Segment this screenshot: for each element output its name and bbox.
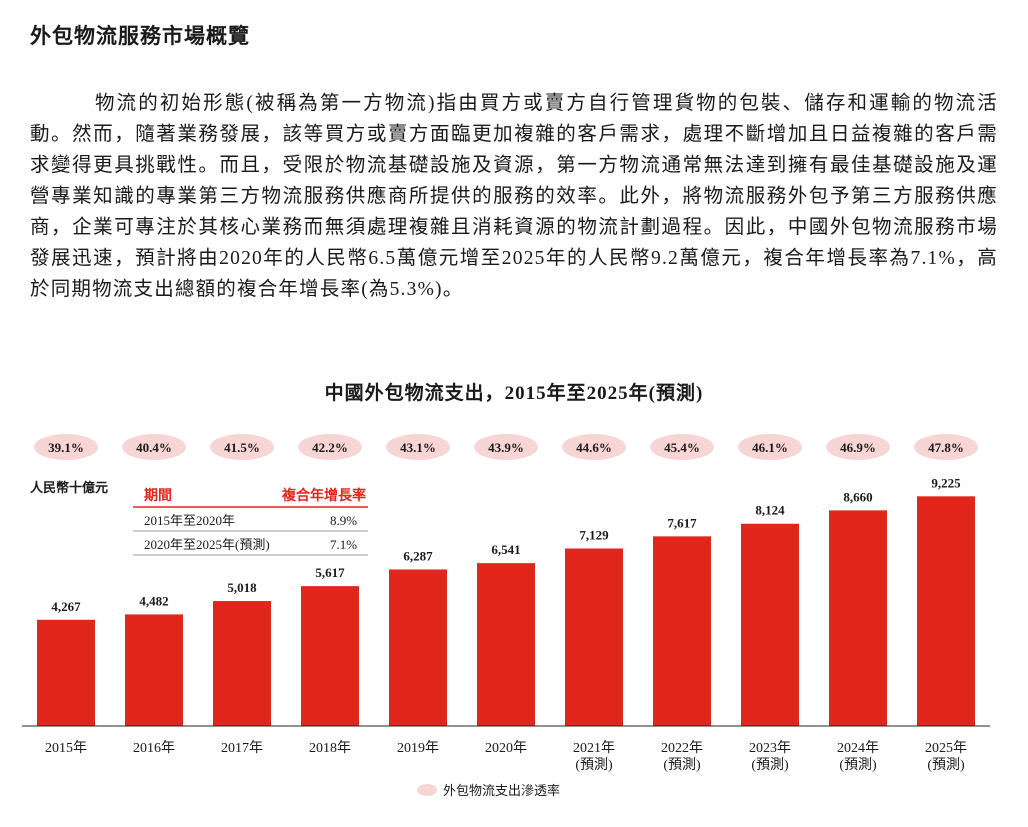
penetration-pill: [650, 434, 714, 460]
value-label: 7,617: [667, 515, 697, 530]
body-paragraph: 物流的初始形態(被稱為第一方物流)指由買方或賣方自行管理貨物的包裝、儲存和運輸的…: [30, 93, 998, 300]
category-label: (預測): [751, 757, 789, 773]
cagr-header-period: 期間: [144, 487, 172, 503]
value-label: 4,267: [51, 599, 81, 614]
value-label: 4,482: [139, 593, 168, 608]
penetration-pill: [826, 434, 890, 460]
bar: [389, 569, 447, 726]
section-heading: 外包物流服務市場概覽: [30, 24, 250, 48]
value-label: 7,129: [579, 528, 609, 543]
bar: [741, 523, 799, 726]
category-label: 2023年: [749, 740, 791, 756]
penetration-pill: [738, 434, 802, 460]
cagr-row1-rate: 8.9%: [330, 513, 357, 528]
category-label: (預測): [575, 757, 613, 773]
bar: [301, 586, 359, 726]
category-labels: 2015年 2016年 2017年 2018年 2019年 2020年 2021年(預測)2…: [45, 740, 967, 773]
value-label: 8,124: [755, 503, 785, 518]
category-label: (預測): [839, 757, 877, 773]
penetration-pill: [122, 434, 186, 460]
penetration-label: 47.8%: [928, 440, 964, 455]
value-label: 5,018: [227, 580, 257, 595]
category-label: 2021年: [573, 740, 615, 756]
outsourced-logistics-bar-chart: 39.1% 40.4% 41.5% 42.2% 43.1% 43.9% 44.6% 45.4%…: [22, 434, 990, 798]
category-label: 2015年: [45, 740, 87, 756]
penetration-pill: [914, 434, 978, 460]
bar-series: [37, 496, 975, 726]
bar: [917, 496, 975, 726]
cagr-row1-period: 2015年至2020年: [144, 513, 235, 528]
value-label: 6,541: [491, 542, 520, 557]
penetration-pill: [474, 434, 538, 460]
legend-swatch: [417, 784, 437, 796]
penetration-pill: [562, 434, 626, 460]
penetration-label: 45.4%: [664, 440, 700, 455]
category-label: 2024年: [837, 740, 879, 756]
bar: [477, 563, 535, 726]
category-label: (預測): [927, 757, 965, 773]
legend-label: 外包物流支出滲透率: [443, 783, 560, 798]
cagr-row2-rate: 7.1%: [330, 537, 357, 552]
bar: [565, 548, 623, 726]
penetration-label: 40.4%: [136, 440, 172, 455]
category-label: 2016年: [133, 740, 175, 756]
value-label: 5,617: [315, 565, 345, 580]
value-labels: 4,267 4,482 5,018 5,617 6,287 6,541 7,129 7,617…: [51, 475, 961, 613]
value-label: 8,660: [843, 489, 872, 504]
value-label: 9,225: [931, 475, 961, 490]
category-label: 2022年: [661, 740, 703, 756]
category-label: 2019年: [397, 740, 439, 756]
y-unit-label: 人民幣十億元: [30, 480, 108, 495]
penetration-label: 43.1%: [400, 440, 436, 455]
bar: [829, 510, 887, 726]
penetration-label: 42.2%: [312, 440, 348, 455]
category-label: 2025年: [925, 740, 967, 756]
category-label: 2020年: [485, 740, 527, 756]
penetration-label: 43.9%: [488, 440, 524, 455]
penetration-pill: [298, 434, 362, 460]
penetration-label: 46.9%: [840, 440, 876, 455]
penetration-pill: [34, 434, 98, 460]
chart-title: 中國外包物流支出，2015年至2025年(預測): [324, 383, 704, 404]
penetration-label: 41.5%: [224, 440, 260, 455]
penetration-pill: [386, 434, 450, 460]
bar: [125, 614, 183, 726]
penetration-rate-row: 39.1% 40.4% 41.5% 42.2% 43.1% 43.9% 44.6% 45.4%…: [34, 434, 978, 460]
penetration-pill: [210, 434, 274, 460]
cagr-row2-period: 2020年至2025年(預測): [144, 537, 270, 552]
penetration-label: 44.6%: [576, 440, 612, 455]
category-label: 2017年: [221, 740, 263, 756]
cagr-header-rate: 複合年增長率: [281, 487, 366, 503]
bar: [213, 601, 271, 726]
bar: [37, 619, 95, 726]
value-label: 6,287: [403, 548, 433, 563]
penetration-label: 39.1%: [48, 440, 84, 455]
penetration-label: 46.1%: [752, 440, 788, 455]
cagr-table: 期間 複合年增長率 2015年至2020年 8.9% 2020年至2025年(預…: [133, 487, 368, 556]
bar: [653, 536, 711, 726]
legend: 外包物流支出滲透率: [417, 783, 560, 798]
category-label: (預測): [663, 757, 701, 773]
category-label: 2018年: [309, 740, 351, 756]
